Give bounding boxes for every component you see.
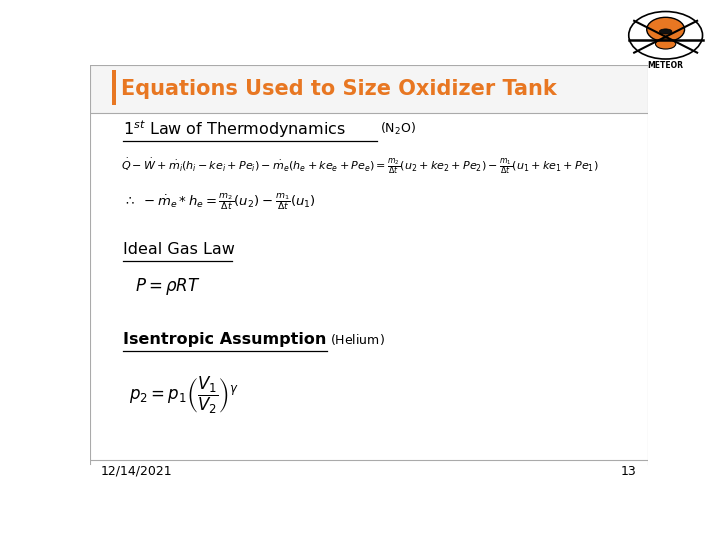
Text: 12/14/2021: 12/14/2021 (101, 465, 173, 478)
Text: $\dot{Q} - \dot{W} + \dot{m}_i(h_i - ke_i + Pe_i) - \dot{m}_e(h_e + ke_e + Pe_e): $\dot{Q} - \dot{W} + \dot{m}_i(h_i - ke_… (121, 157, 598, 177)
Circle shape (647, 17, 685, 42)
Text: $\mathsf{(N_2O)}$: $\mathsf{(N_2O)}$ (380, 121, 416, 137)
Text: $p_2 = p_1 \left(\dfrac{V_1}{V_2}\right)^\gamma$: $p_2 = p_1 \left(\dfrac{V_1}{V_2}\right)… (129, 375, 239, 416)
Text: $P = \rho RT$: $P = \rho RT$ (135, 275, 200, 296)
Ellipse shape (660, 29, 672, 34)
Text: Equations Used to Size Oxidizer Tank: Equations Used to Size Oxidizer Tank (121, 79, 557, 99)
Ellipse shape (655, 39, 676, 49)
Text: 13: 13 (621, 465, 637, 478)
Text: $\therefore\ -\dot{m}_e * h_e = \frac{m_2}{\Delta t}(u_2) - \frac{m_1}{\Delta t}: $\therefore\ -\dot{m}_e * h_e = \frac{m_… (124, 191, 316, 212)
Bar (90, 65, 648, 113)
Text: Isentropic Assumption: Isentropic Assumption (124, 332, 327, 347)
Text: $\mathsf{(Helium)}$: $\mathsf{(Helium)}$ (330, 332, 384, 347)
Text: METEOR: METEOR (648, 60, 684, 70)
Bar (112, 70, 116, 105)
Text: 1$^{st}$ Law of Thermodynamics: 1$^{st}$ Law of Thermodynamics (124, 118, 346, 140)
Text: Ideal Gas Law: Ideal Gas Law (124, 242, 235, 258)
